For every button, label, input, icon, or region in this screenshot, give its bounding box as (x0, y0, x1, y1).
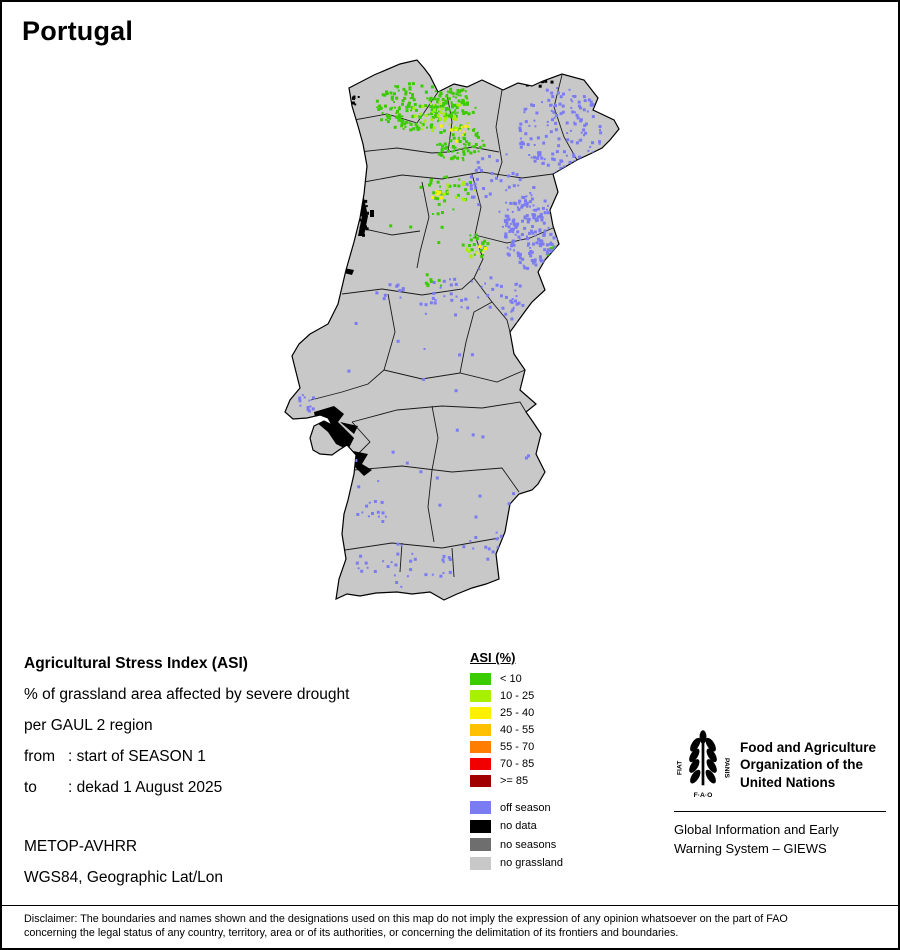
legend-swatch (470, 819, 491, 833)
legend-row: no seasons (470, 838, 620, 851)
legend-label: off season (500, 801, 551, 814)
legend-label: no grassland (500, 857, 563, 869)
fao-logo: FIAT PANIS F·A·O (677, 730, 730, 799)
legend-label: < 10 (500, 673, 522, 685)
legend-asi-classes: < 10 10 - 25 25 - 40 40 - 55 55 - 70 70 - 85 >… (470, 673, 620, 787)
legend-label: no seasons (500, 838, 557, 851)
legend-swatch (470, 801, 491, 814)
legend-extra-classes: off season no data no seasons no grassland (470, 801, 620, 870)
giews-name: Global Information and Early Warning Sys… (674, 822, 839, 856)
svg-text:F·A·O: F·A·O (694, 792, 713, 799)
fao-divider (674, 811, 886, 812)
projection-name: WGS84, Geographic Lat/Lon (24, 869, 224, 886)
fao-motto-right: PANIS (723, 758, 730, 779)
no-data-tagus-branch (340, 422, 358, 434)
legend-row: 10 - 25 (470, 690, 620, 702)
legend-label: 55 - 70 (500, 741, 535, 753)
period-from: from: start of SEASON 1 (24, 748, 206, 765)
legend-row: 25 - 40 (470, 707, 620, 719)
disclaimer: Disclaimer: The boundaries and names sho… (2, 905, 898, 940)
fao-org-name: Food and Agriculture Organization of the… (740, 739, 876, 790)
disclaimer-line-2: concerning the legal status of any count… (24, 927, 679, 939)
legend-label: 70 - 85 (500, 758, 535, 770)
legend-title: ASI (%) (470, 650, 516, 665)
legend-swatch (470, 758, 491, 770)
legend-label: 25 - 40 (500, 707, 535, 719)
period-to: to: dekad 1 August 2025 (24, 779, 223, 796)
legend: ASI (%) < 10 10 - 25 25 - 40 40 - 55 55 - 70… (470, 650, 620, 875)
legend-label: >= 85 (500, 775, 529, 787)
fao-block: FIAT PANIS F·A·O Food and Agriculture Or… (674, 728, 886, 858)
legend-row: no grassland (470, 856, 620, 870)
legend-label: 40 - 55 (500, 724, 535, 736)
index-title: Agricultural Stress Index (ASI) (24, 655, 248, 672)
legend-swatch (470, 856, 491, 870)
disclaimer-line-1: Disclaimer: The boundaries and names sho… (24, 913, 788, 925)
legend-swatch (470, 724, 491, 736)
legend-row: 40 - 55 (470, 724, 620, 736)
index-region-level: per GAUL 2 region (24, 717, 153, 734)
map-info-block: Agricultural Stress Index (ASI) % of gra… (24, 648, 464, 893)
legend-row: >= 85 (470, 775, 620, 787)
legend-swatch (470, 838, 491, 851)
page-title: Portugal (22, 16, 134, 46)
country-outline (284, 59, 620, 601)
legend-label: 10 - 25 (500, 690, 535, 702)
legend-swatch (470, 775, 491, 787)
legend-swatch (470, 741, 491, 753)
legend-row: 70 - 85 (470, 758, 620, 770)
legend-row: no data (470, 819, 620, 833)
legend-swatch (470, 673, 491, 685)
no-data-spot (370, 210, 374, 217)
sensor-name: METOP-AVHRR (24, 838, 138, 855)
legend-label: no data (500, 820, 537, 832)
legend-row: < 10 (470, 673, 620, 685)
legend-row: off season (470, 801, 620, 814)
index-description: % of grassland area affected by severe d… (24, 686, 350, 703)
legend-row: 55 - 70 (470, 741, 620, 753)
legend-swatch (470, 707, 491, 719)
region-boundaries (310, 74, 578, 578)
legend-swatch (470, 690, 491, 702)
no-data-mondego (344, 268, 354, 275)
fao-motto-left: FIAT (677, 760, 684, 775)
